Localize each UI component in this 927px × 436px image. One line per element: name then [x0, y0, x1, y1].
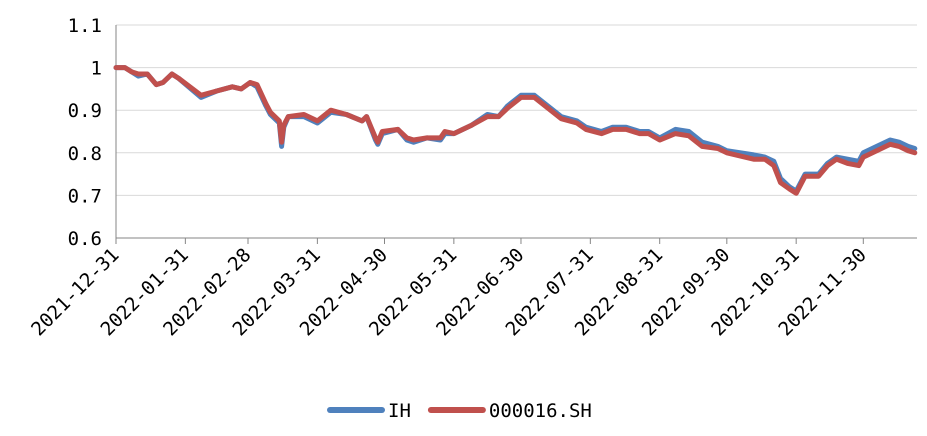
- y-tick-label: 0.8: [68, 143, 102, 165]
- y-tick-label: 0.9: [68, 100, 102, 122]
- y-tick-label: 0.7: [68, 185, 102, 207]
- legend-label: 000016.SH: [489, 400, 592, 422]
- y-tick-label: 0.6: [68, 228, 102, 250]
- y-tick-label: 1.1: [68, 15, 102, 37]
- series-line: [113, 65, 918, 196]
- legend-label: IH: [388, 400, 411, 422]
- y-tick-label: 1: [91, 58, 102, 80]
